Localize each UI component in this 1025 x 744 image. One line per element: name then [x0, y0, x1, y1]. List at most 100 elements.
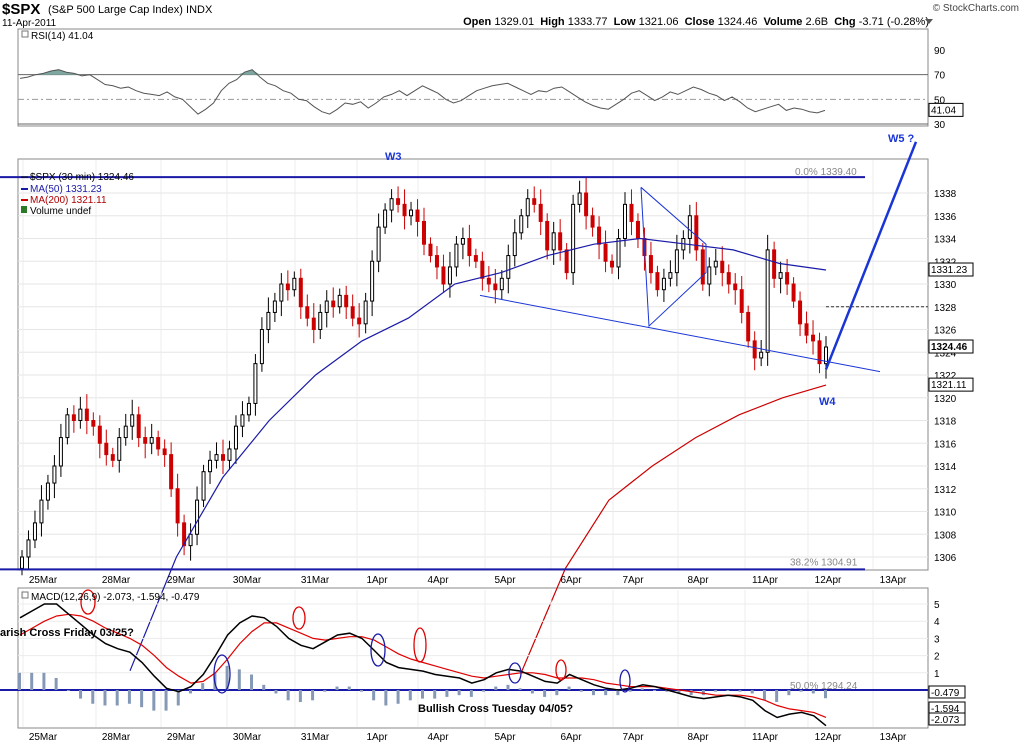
price-candle-body [65, 414, 70, 439]
price-candle-body [311, 317, 316, 330]
price-tick-label: 1324 [934, 348, 957, 359]
macd-histogram-bar [811, 690, 815, 694]
close-value: 1324.46 [717, 16, 758, 28]
price-legend-entry: Volume undef [30, 206, 91, 217]
macd-histogram-bar [494, 686, 498, 690]
price-value-tag [928, 339, 974, 354]
price-candle-body [811, 334, 816, 342]
price-candle-body [519, 215, 524, 234]
price-legend-entry: MA(200) 1321.11 [30, 195, 107, 206]
price-candle-body [804, 323, 809, 336]
macd-tick-label: 2 [934, 652, 940, 663]
price-candle-body [305, 306, 310, 319]
price-candle-body [370, 260, 375, 302]
triangle-pattern [640, 186, 707, 328]
price-candle-body [175, 488, 180, 524]
index-full-name: (S&P 500 Large Cap Index) [48, 4, 183, 16]
macd-x-tick-label: 25Mar [29, 732, 58, 743]
price-candle-body [499, 277, 504, 291]
rsi-line [19, 69, 826, 115]
price-tick-label: 1326 [934, 326, 957, 337]
macd-histogram-bar [701, 690, 705, 696]
open-value: 1329.01 [494, 16, 535, 28]
macd-histogram-bar [567, 686, 571, 690]
price-candle-body [597, 226, 602, 245]
price-candle-body [687, 215, 692, 239]
bearish-cross-label: arish Cross Friday 03/25? [0, 627, 134, 639]
macd-histogram-bar [225, 665, 229, 690]
price-candle-body [629, 203, 634, 222]
price-tick-label: 1328 [934, 303, 957, 314]
price-tick-label: 1330 [934, 280, 957, 291]
price-candle-body [266, 311, 271, 330]
macd-histogram-bar [824, 690, 827, 699]
price-candle-body [720, 260, 725, 274]
price-candle-body [551, 232, 556, 251]
chg-value: -3.71 (-0.28%) [858, 16, 929, 28]
rsi-tick-label: 30 [934, 120, 946, 131]
price-candle-body [746, 311, 751, 342]
price-value-label: 1321.11 [931, 380, 967, 391]
macd-histogram-bar [555, 690, 559, 696]
price-candle-body [454, 243, 459, 268]
macd-histogram-bar [396, 690, 400, 704]
price-x-tick-label: 11Apr [752, 575, 779, 586]
macd-value-label: -2.073 [931, 715, 960, 726]
price-candle-body [739, 289, 744, 313]
ma200-line [521, 384, 827, 672]
rsi-value-label: 41.04 [931, 105, 956, 116]
macd-signal-line [19, 613, 827, 718]
price-candle-body [259, 329, 264, 365]
macd-cross-marker [619, 669, 631, 693]
price-candle-body [84, 408, 89, 421]
macd-histogram-bar [408, 690, 412, 701]
rsi-value-tag [928, 102, 964, 117]
macd-histogram-bar [750, 690, 754, 694]
macd-x-tick-label: 4Apr [427, 732, 449, 743]
price-candle-body [674, 249, 679, 274]
macd-legend: MACD(12,26,9) -2.073, -1.594, -0.479 [31, 592, 200, 603]
macd-histogram-bar [799, 690, 803, 692]
price-candle-body [752, 340, 757, 359]
macd-x-tick-label: 30Mar [233, 732, 262, 743]
rsi-overbought-fill [35, 69, 82, 75]
macd-histogram-bar [482, 690, 486, 692]
price-candle-body [486, 277, 491, 285]
price-candle-body [661, 277, 666, 291]
price-candle-body [389, 198, 394, 211]
price-candle-body [376, 226, 381, 262]
brand-label: © StockCharts.com [932, 3, 1019, 14]
price-candle-body [396, 198, 401, 205]
macd-x-tick-label: 31Mar [301, 732, 330, 743]
price-candle-body [623, 203, 627, 239]
chevron-down-icon [925, 19, 933, 24]
price-candle-body [123, 425, 128, 439]
rsi-panel-frame [17, 28, 929, 127]
price-candle-body [817, 340, 822, 365]
price-candle-body [233, 425, 238, 450]
price-candle-body [635, 220, 640, 239]
lower-trendline [479, 294, 881, 373]
macd-histogram-bar [616, 690, 620, 696]
price-candle-body [130, 414, 135, 427]
price-tick-label: 1310 [934, 508, 957, 519]
price-candle-body [707, 266, 712, 285]
price-value-label: 1324.46 [931, 342, 968, 353]
price-candle-body [117, 437, 122, 461]
rsi-legend: RSI(14) 41.04 [31, 31, 94, 42]
price-tick-label: 1308 [934, 530, 957, 541]
macd-x-tick-label: 8Apr [687, 732, 709, 743]
macd-cross-marker [508, 662, 522, 684]
price-candle-body [759, 351, 764, 359]
price-candle-body [246, 402, 251, 416]
price-x-tick-label: 6Apr [560, 575, 582, 586]
price-candle-body [214, 454, 219, 461]
price-candle-body [292, 277, 297, 291]
price-x-tick-label: 7Apr [622, 575, 644, 586]
price-x-tick-label: 5Apr [494, 575, 516, 586]
price-candle-body [188, 533, 193, 547]
macd-histogram-bar [140, 690, 144, 708]
macd-histogram-bar [237, 669, 241, 690]
price-legend-entry: MA(50) 1331.23 [30, 184, 102, 195]
price-candle-body [473, 255, 478, 262]
